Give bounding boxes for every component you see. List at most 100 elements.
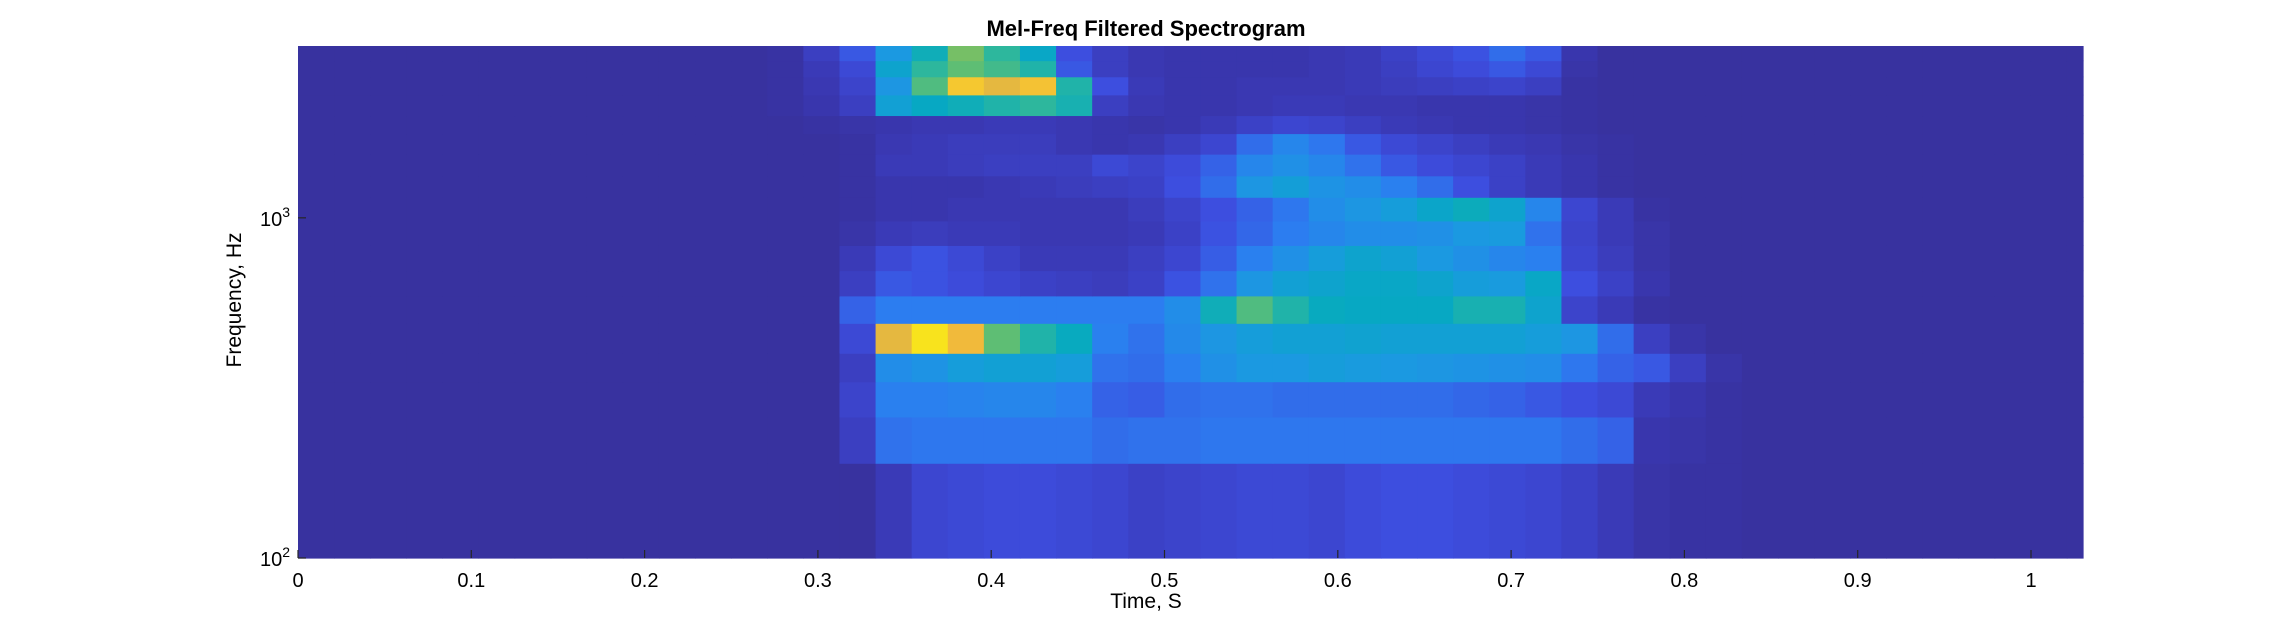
heatmap-cell	[1958, 270, 1996, 297]
heatmap-cell	[586, 381, 624, 418]
heatmap-cell	[1525, 323, 1563, 354]
heatmap-cell	[1056, 463, 1093, 559]
heatmap-cell	[1236, 323, 1274, 354]
heatmap-cell	[1308, 245, 1346, 272]
heatmap-cell	[1525, 416, 1563, 464]
heatmap-cell	[767, 133, 804, 155]
heatmap-cell	[1056, 197, 1093, 222]
heatmap-cell	[731, 416, 768, 464]
heatmap-cell	[1164, 295, 1202, 324]
heatmap-cell	[911, 381, 949, 418]
heatmap-cell	[1741, 46, 1779, 62]
heatmap-cell	[803, 154, 841, 177]
heatmap-cell	[298, 245, 335, 272]
heatmap-cell	[1092, 94, 1129, 117]
heatmap-cell	[1453, 416, 1490, 464]
heatmap-cell	[911, 76, 949, 96]
heatmap-cell	[658, 76, 696, 96]
heatmap-cell	[1994, 416, 2032, 464]
heatmap-cell	[695, 270, 732, 297]
heatmap-cell	[1814, 60, 1851, 78]
heatmap-cell	[1525, 220, 1563, 246]
heatmap-cell	[1489, 175, 1526, 198]
heatmap-cell	[1272, 220, 1310, 246]
heatmap-cell	[1489, 295, 1526, 324]
heatmap-cell	[1380, 245, 1418, 272]
heatmap-cell	[1597, 46, 1635, 62]
heatmap-cell	[1417, 416, 1454, 464]
heatmap-cell	[731, 115, 768, 135]
heatmap-cell	[1958, 175, 1996, 198]
heatmap-cell	[658, 60, 696, 78]
heatmap-cell	[2066, 46, 2084, 62]
heatmap-cell	[2066, 60, 2084, 78]
heatmap-cell	[839, 115, 877, 135]
heatmap-cell	[1741, 220, 1779, 246]
heatmap-cell	[1380, 323, 1418, 354]
heatmap-cell	[875, 463, 913, 559]
heatmap-cell	[1669, 197, 1707, 222]
heatmap-cell	[875, 175, 913, 198]
heatmap-cell	[1164, 220, 1202, 246]
heatmap-cell	[1850, 381, 1887, 418]
heatmap-cell	[622, 416, 660, 464]
heatmap-cell	[1164, 76, 1202, 96]
heatmap-cell	[2030, 76, 2068, 96]
heatmap-cell	[442, 463, 480, 559]
heatmap-cell	[298, 295, 335, 324]
heatmap-cell	[514, 115, 552, 135]
heatmap-cell	[1633, 245, 1671, 272]
heatmap-cell	[586, 220, 624, 246]
heatmap-cell	[1994, 76, 2032, 96]
heatmap-cell	[550, 353, 588, 383]
heatmap-cell	[1200, 220, 1238, 246]
heatmap-cell	[839, 154, 877, 177]
heatmap-cell	[1525, 295, 1563, 324]
x-tick-label: 0.2	[631, 570, 659, 592]
heatmap-cell	[1850, 463, 1887, 559]
heatmap-cell	[1886, 220, 1924, 246]
heatmap-cell	[1850, 416, 1887, 464]
heatmap-cell	[1453, 323, 1490, 354]
heatmap-cell	[1164, 381, 1202, 418]
heatmap-cell	[803, 353, 841, 383]
heatmap-cell	[1128, 463, 1165, 559]
heatmap-cell	[911, 115, 949, 135]
heatmap-cell	[1453, 175, 1490, 198]
heatmap-cell	[767, 323, 804, 354]
heatmap-cell	[1308, 353, 1346, 383]
heatmap-cell	[1453, 133, 1490, 155]
heatmap-cell	[911, 175, 949, 198]
heatmap-cell	[1019, 197, 1057, 222]
heatmap-cell	[370, 133, 407, 155]
heatmap-cell	[1019, 133, 1057, 155]
heatmap-cell	[478, 60, 516, 78]
heatmap-cell	[1669, 381, 1707, 418]
heatmap-cell	[983, 353, 1021, 383]
heatmap-cell	[1200, 154, 1238, 177]
heatmap-cell	[1417, 220, 1454, 246]
heatmap-cell	[1164, 353, 1202, 383]
heatmap-cell	[478, 295, 516, 324]
heatmap-cell	[1092, 381, 1129, 418]
heatmap-cell	[550, 463, 588, 559]
heatmap-cell	[1056, 46, 1093, 62]
heatmap-cell	[839, 76, 877, 96]
heatmap-cell	[1994, 295, 2032, 324]
heatmap-cell	[803, 115, 841, 135]
heatmap-cell	[1453, 270, 1490, 297]
heatmap-cell	[1561, 115, 1599, 135]
heatmap-cell	[695, 245, 732, 272]
heatmap-cell	[406, 46, 443, 62]
heatmap-cell	[1092, 60, 1129, 78]
heatmap-cell	[1778, 416, 1815, 464]
heatmap-cell	[1164, 175, 1202, 198]
heatmap-cell	[875, 245, 913, 272]
heatmap-cell	[334, 154, 371, 177]
heatmap-cell	[1236, 463, 1274, 559]
heatmap-cell	[1850, 175, 1887, 198]
heatmap-cell	[1778, 323, 1815, 354]
heatmap-cell	[1417, 245, 1454, 272]
heatmap-cell	[1236, 46, 1274, 62]
heatmap-cell	[1128, 94, 1165, 117]
